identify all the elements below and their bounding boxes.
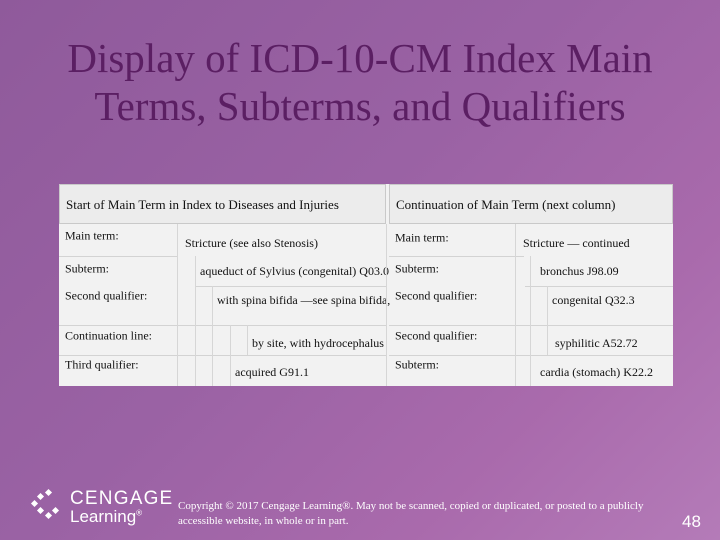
- left-header: Start of Main Term in Index to Diseases …: [59, 184, 386, 224]
- index-display-table: Start of Main Term in Index to Diseases …: [59, 184, 673, 386]
- grid-line: [230, 325, 231, 386]
- left-label-continuation: Continuation line:: [65, 328, 152, 343]
- grid-line: [515, 224, 516, 386]
- grid-line: [177, 224, 178, 386]
- right-header: Continuation of Main Term (next column): [389, 184, 673, 224]
- left-label-subterm: Subterm:: [65, 261, 109, 276]
- right-label-main-term: Main term:: [395, 230, 449, 245]
- left-text-second-qualifier: with spina bifida —see spina bifida,: [217, 293, 391, 307]
- left-row-continuation: Continuation line: by site, with hydroce…: [59, 328, 673, 357]
- right-text-main-term: Stricture — continued: [523, 236, 630, 250]
- left-text-main-term: Stricture (see also Stenosis): [185, 236, 318, 250]
- copyright-notice: Copyright © 2017 Cengage Learning®. May …: [178, 500, 644, 527]
- slide-title: Display of ICD-10-CM Index Main Terms, S…: [20, 34, 700, 130]
- right-row-subterm-2: Subterm: cardia (stomach) K22.2: [59, 357, 673, 386]
- column-divider: [386, 224, 387, 386]
- left-row-subterm: Subterm: aqueduct of Sylvius (congenital…: [59, 257, 673, 286]
- left-row-third-qualifier: Third qualifier: acquired G91.1: [59, 357, 673, 386]
- right-row-subterm: Subterm: bronchus J98.09: [59, 257, 673, 286]
- right-row-second-qualifier-1: Second qualifier: congenital Q32.3: [59, 286, 673, 315]
- cengage-logo: CENGAGE Learning®: [30, 488, 174, 528]
- right-label-subterm-2: Subterm:: [395, 357, 439, 371]
- right-label-second-qualifier-1: Second qualifier:: [395, 288, 478, 303]
- right-text-second-qualifier-1: congenital Q32.3: [552, 293, 635, 307]
- right-row-second-qualifier-2: Second qualifier: syphilitic A52.72: [59, 328, 673, 357]
- grid-line: [212, 286, 213, 386]
- grid-line: [59, 256, 177, 257]
- grid-line: [59, 325, 386, 326]
- left-row-main-term: Main term: Stricture (see also Stenosis): [59, 228, 673, 257]
- left-row-second-qualifier: Second qualifier: with spina bifida —see…: [59, 286, 673, 315]
- right-text-subterm-2: cardia (stomach) K22.2: [540, 365, 653, 379]
- grid-line: [525, 286, 673, 287]
- left-text-third-qualifier: acquired G91.1: [235, 365, 309, 379]
- brand-name: CENGAGE: [70, 488, 174, 509]
- right-text-second-qualifier-2: syphilitic A52.72: [555, 336, 638, 350]
- page-number: 48: [682, 512, 701, 531]
- grid-line: [247, 325, 248, 355]
- grid-line: [195, 256, 196, 386]
- cengage-logo-icon: [30, 488, 60, 520]
- left-text-continuation: by site, with hydrocephalus: [252, 336, 384, 350]
- grid-line: [59, 355, 386, 356]
- grid-line: [547, 286, 548, 355]
- title-line-2: Terms, Subterms, and Qualifiers: [94, 83, 626, 129]
- grid-line: [195, 286, 386, 287]
- grid-line: [389, 256, 524, 257]
- right-row-main-term: Main term: Stricture — continued: [59, 228, 673, 257]
- right-label-subterm: Subterm:: [395, 261, 439, 276]
- grid-line: [530, 256, 531, 386]
- left-label-main-term: Main term:: [65, 228, 119, 242]
- left-text-subterm: aqueduct of Sylvius (congenital) Q03.0: [200, 264, 389, 278]
- left-label-second-qualifier: Second qualifier:: [65, 288, 148, 303]
- grid-line: [389, 325, 673, 326]
- left-label-third-qualifier: Third qualifier:: [65, 357, 139, 371]
- title-line-1: Display of ICD-10-CM Index Main: [67, 35, 653, 81]
- brand-subname: Learning®: [70, 507, 143, 526]
- grid-line: [389, 355, 673, 356]
- right-label-second-qualifier-2: Second qualifier:: [395, 328, 478, 343]
- right-text-subterm: bronchus J98.09: [540, 264, 619, 278]
